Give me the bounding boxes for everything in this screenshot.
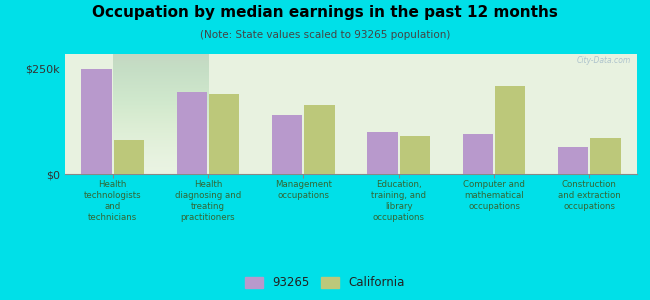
Bar	[590, 138, 621, 174]
Text: Occupation by median earnings in the past 12 months: Occupation by median earnings in the pas…	[92, 4, 558, 20]
Bar	[177, 92, 207, 174]
Bar	[114, 140, 144, 174]
Text: Management
occupations: Management occupations	[275, 180, 332, 200]
Bar	[304, 104, 335, 174]
Text: City-Data.com: City-Data.com	[577, 56, 631, 65]
Bar	[495, 85, 525, 174]
Bar	[367, 132, 398, 174]
Bar	[81, 69, 112, 174]
Text: Education,
training, and
library
occupations: Education, training, and library occupat…	[371, 180, 426, 222]
Text: Health
diagnosing and
treating
practitioners: Health diagnosing and treating practitio…	[175, 180, 241, 222]
Bar	[463, 134, 493, 174]
Bar	[400, 136, 430, 174]
Text: (Note: State values scaled to 93265 population): (Note: State values scaled to 93265 popu…	[200, 30, 450, 40]
Legend: 93265, California: 93265, California	[240, 272, 410, 294]
Text: Construction
and extraction
occupations: Construction and extraction occupations	[558, 180, 621, 211]
Text: Health
technologists
and
technicians: Health technologists and technicians	[84, 180, 142, 222]
Text: Computer and
mathematical
occupations: Computer and mathematical occupations	[463, 180, 525, 211]
Bar	[558, 147, 588, 174]
Bar	[209, 94, 239, 174]
Bar	[272, 115, 302, 174]
